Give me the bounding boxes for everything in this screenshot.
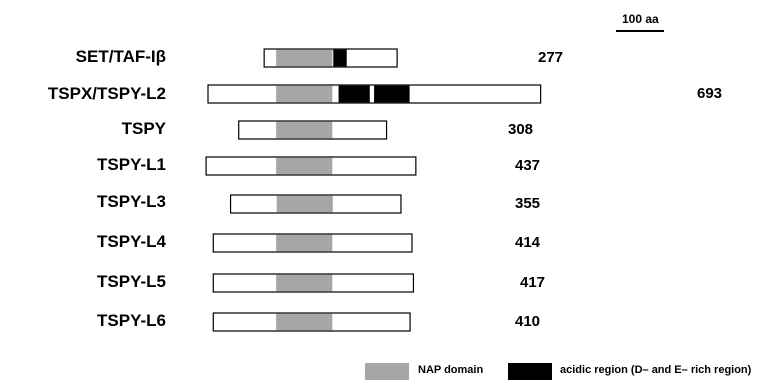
length-label-tspy: 308 (508, 121, 534, 138)
length-label-tspy-l3: 355 (515, 195, 541, 212)
legend-acidic-label: acidic region (D– and E– rich region) (560, 364, 752, 376)
legend-nap-label: NAP domain (418, 364, 484, 376)
acidic-region-set-taf-i-1 (333, 49, 347, 67)
protein-name-tspy: TSPY (121, 119, 166, 138)
nap-domain-tspy-l6 (276, 313, 333, 331)
acidic-region-tspx-tspy-l2-1 (338, 85, 370, 103)
nap-domain-tspy-l4 (276, 234, 333, 252)
nap-domain-tspy-l3 (276, 195, 333, 213)
length-label-tspy-l5: 417 (520, 274, 546, 291)
nap-domain-tspy-l5 (276, 274, 333, 292)
protein-name-tspy-l4: TSPY-L4 (97, 232, 166, 251)
protein-name-tspy-l5: TSPY-L5 (97, 272, 166, 291)
scale-bar-label: 100 aa (622, 12, 659, 26)
protein-name-tspy-l6: TSPY-L6 (97, 311, 166, 330)
length-label-tspy-l4: 414 (515, 234, 541, 251)
length-label-tspx: 693 (697, 85, 723, 102)
protein-name-tspy-l3: TSPY-L3 (97, 192, 166, 211)
length-label-tspy-l6: 410 (515, 313, 541, 330)
length-label-tspy-l1: 437 (515, 157, 541, 174)
length-label-set-taf: 277 (538, 49, 564, 66)
acidic-region-tspx-tspy-l2-2 (374, 85, 410, 103)
protein-name-tspx: TSPX/TSPY-L2 (47, 84, 166, 103)
nap-domain-set-taf-i (276, 49, 333, 67)
protein-name-tspy-l1: TSPY-L1 (97, 155, 166, 174)
scale-bar (616, 30, 664, 32)
nap-domain-tspx-tspy-l2 (276, 85, 333, 103)
protein-name-set-taf: SET/TAF-Iβ (75, 47, 166, 66)
legend-acidic-swatch (508, 363, 552, 380)
nap-domain-tspy (276, 121, 333, 139)
legend-nap-swatch (365, 363, 409, 380)
nap-domain-tspy-l1 (276, 157, 333, 175)
